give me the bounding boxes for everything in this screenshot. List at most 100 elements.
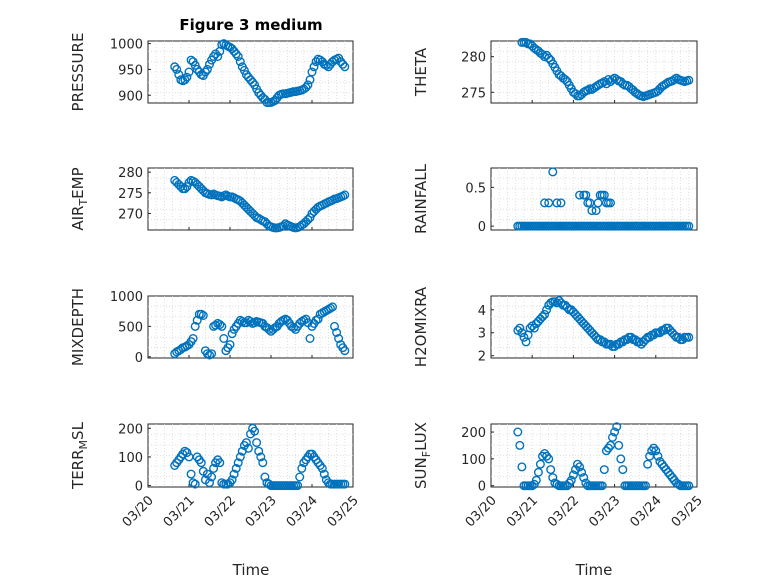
data-point <box>174 70 184 80</box>
data-point <box>340 479 350 489</box>
data-point <box>188 478 198 488</box>
data-point <box>209 52 219 62</box>
data-point <box>258 458 268 468</box>
data-point <box>542 451 552 461</box>
data-point <box>309 62 319 72</box>
data-point <box>254 446 264 456</box>
y-axis-label: H2OMIXRA <box>412 286 430 367</box>
data-point <box>544 53 554 63</box>
data-point <box>579 473 589 483</box>
x-tick-label: 03/25 <box>325 493 362 530</box>
data-point <box>618 465 628 475</box>
data-point <box>180 184 190 194</box>
y-tick-label: 0.5 <box>465 181 486 196</box>
data-point <box>546 465 556 475</box>
y-axis-label-main: PRESSURE <box>69 33 87 112</box>
data-point <box>538 312 548 322</box>
data-point <box>219 334 229 344</box>
data-point <box>317 463 327 473</box>
y-axis-label: PRESSURE <box>69 33 87 112</box>
data-point <box>330 321 340 331</box>
data-point <box>334 334 344 344</box>
data-point <box>231 49 241 59</box>
data-point <box>233 52 243 62</box>
data-point <box>614 440 624 450</box>
y-tick-label: 4 <box>478 304 486 319</box>
data-point <box>196 309 206 319</box>
data-point <box>256 452 266 462</box>
data-point <box>653 451 663 461</box>
data-point <box>225 340 235 350</box>
data-point <box>323 478 333 488</box>
y-tick-label: 3 <box>478 327 486 342</box>
data-point <box>207 472 217 482</box>
data-point <box>669 74 679 84</box>
y-tick-label: 100 <box>461 453 486 468</box>
data-point <box>202 64 212 74</box>
y-tick-label: 200 <box>118 422 143 437</box>
data-point <box>542 305 552 315</box>
data-point <box>186 469 196 479</box>
data-point <box>612 422 622 432</box>
data-point <box>202 349 212 359</box>
data-point <box>182 448 192 458</box>
data-point <box>552 479 562 489</box>
data-point <box>184 177 194 187</box>
data-point <box>566 475 576 485</box>
data-point <box>170 62 180 72</box>
y-tick-label: 950 <box>118 63 143 78</box>
y-tick-label: 0 <box>135 351 143 366</box>
data-point <box>575 190 585 200</box>
figure-title: Figure 3 medium <box>179 16 322 34</box>
data-point <box>204 350 214 360</box>
data-point <box>233 458 243 468</box>
y-axis-label-suffix: SL <box>69 421 87 440</box>
data-point <box>674 479 684 489</box>
data-point <box>198 311 208 321</box>
data-point <box>647 446 657 456</box>
subplot-theta: 275 280 THETA <box>412 37 698 104</box>
data-point <box>583 85 593 95</box>
data-point <box>196 458 206 468</box>
data-point <box>540 198 550 208</box>
y-tick-label: 0 <box>135 480 143 495</box>
data-point <box>307 67 317 77</box>
y-axis-label-main: THETA <box>412 47 430 97</box>
subplot-terr: 0 100 200 03/20 03/21 03/22 03/23 03/24 03/25 TER… <box>69 421 362 530</box>
data-point <box>204 478 214 488</box>
y-tick-label: 0 <box>478 480 486 495</box>
y-axis-label-main: MIXDEPTH <box>69 288 87 366</box>
data-point <box>560 74 570 84</box>
y-axis-label-suffix: EMP <box>69 167 87 198</box>
data-point <box>211 320 221 330</box>
y-tick-label: 900 <box>118 89 143 104</box>
data-point <box>328 302 338 312</box>
x-tick-label: 03/21 <box>504 493 541 530</box>
data-point <box>529 323 539 333</box>
y-axis-label: RAINFALL <box>412 163 430 234</box>
data-point <box>241 438 251 448</box>
data-point <box>684 75 694 85</box>
data-point <box>610 427 620 437</box>
data-point <box>250 426 260 436</box>
data-point <box>684 332 694 342</box>
x-tick-label: 03/25 <box>669 493 706 530</box>
x-tick-label: 03/24 <box>628 493 665 530</box>
data-point <box>593 198 603 208</box>
data-point <box>649 443 659 453</box>
y-tick-label: 500 <box>118 320 143 335</box>
x-tick-label: 03/23 <box>586 493 623 530</box>
y-axis-label: AIRTEMP <box>69 167 90 230</box>
data-point <box>293 481 303 491</box>
data-point <box>264 324 274 334</box>
data-point <box>209 463 219 473</box>
data-point <box>515 323 525 333</box>
data-point <box>338 59 348 69</box>
y-axis-label-sub: T <box>77 199 90 207</box>
data-point <box>182 72 192 82</box>
y-tick-label: 280 <box>461 51 486 66</box>
data-point <box>599 465 609 475</box>
data-point <box>200 67 210 77</box>
data-point <box>305 334 315 344</box>
